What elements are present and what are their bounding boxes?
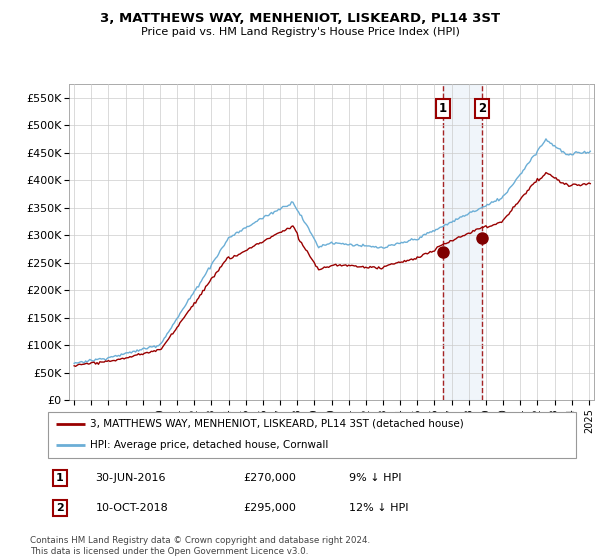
Text: 2: 2 [56, 503, 64, 513]
Text: 10-OCT-2018: 10-OCT-2018 [95, 503, 168, 513]
Text: 3, MATTHEWS WAY, MENHENIOT, LISKEARD, PL14 3ST (detached house): 3, MATTHEWS WAY, MENHENIOT, LISKEARD, PL… [90, 419, 464, 429]
Text: 30-JUN-2016: 30-JUN-2016 [95, 473, 166, 483]
Text: £270,000: £270,000 [244, 473, 296, 483]
Text: £295,000: £295,000 [244, 503, 296, 513]
Text: 1: 1 [439, 102, 447, 115]
Text: 2: 2 [478, 102, 486, 115]
FancyBboxPatch shape [48, 412, 576, 458]
Bar [443, 84, 482, 400]
Text: 1: 1 [56, 473, 64, 483]
Text: Price paid vs. HM Land Registry's House Price Index (HPI): Price paid vs. HM Land Registry's House … [140, 27, 460, 37]
Text: HPI: Average price, detached house, Cornwall: HPI: Average price, detached house, Corn… [90, 440, 329, 450]
Text: 9% ↓ HPI: 9% ↓ HPI [349, 473, 401, 483]
Text: 12% ↓ HPI: 12% ↓ HPI [349, 503, 409, 513]
Text: Contains HM Land Registry data © Crown copyright and database right 2024.
This d: Contains HM Land Registry data © Crown c… [30, 536, 370, 556]
Text: 3, MATTHEWS WAY, MENHENIOT, LISKEARD, PL14 3ST: 3, MATTHEWS WAY, MENHENIOT, LISKEARD, PL… [100, 12, 500, 25]
